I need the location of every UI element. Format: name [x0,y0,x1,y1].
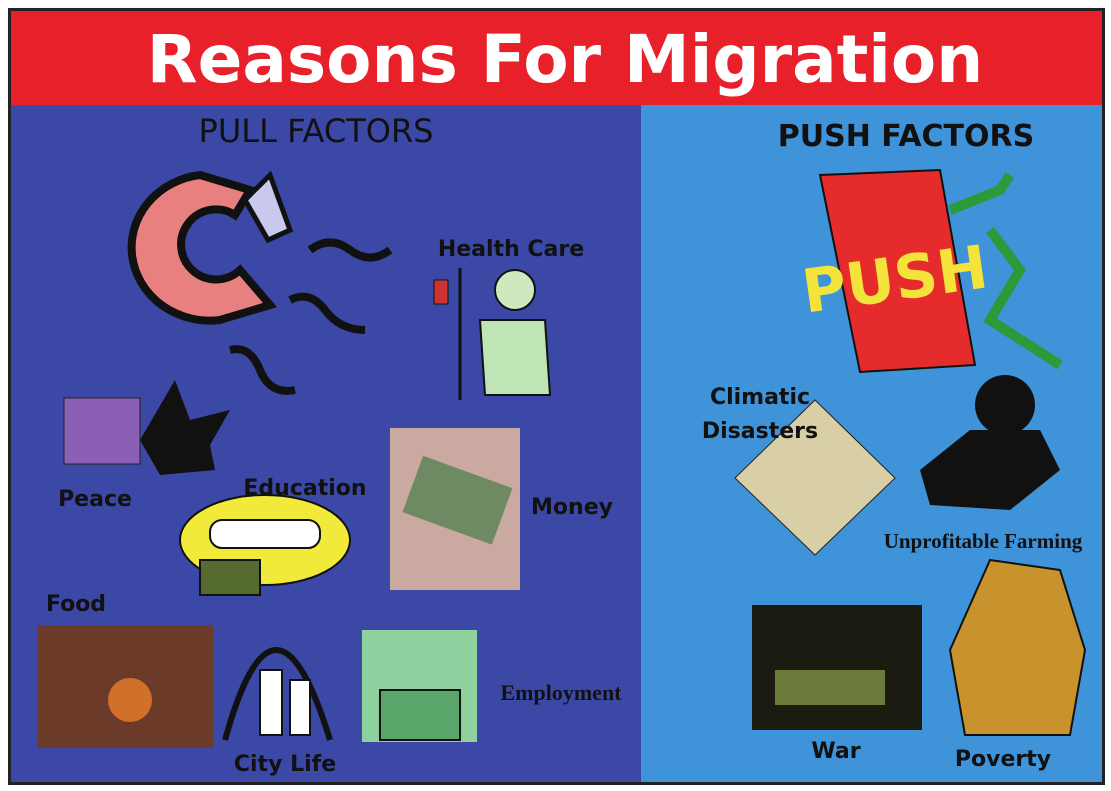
pull-label: City Life [234,752,336,777]
page: Reasons For Migration {"title": "Reasons… [0,0,1111,791]
pull-label: Employment [501,680,623,705]
push-label: War [811,739,860,764]
push-heading: PUSH FACTORS [778,119,1034,154]
pull-label: Health Care [438,237,584,262]
war-photo [752,605,922,730]
poster: Reasons For Migration PULL FACTORS PUSH … [0,0,1111,791]
push-label: Unprofitable Farming [884,529,1083,553]
pull-label: Money [531,495,613,520]
push-label: Climatic [710,385,810,410]
push-label: Disasters [702,419,818,444]
body: Reasons For Migration PULL FACTORS PUSH … [0,0,1111,791]
pull-label: Education [243,476,366,501]
title: Reasons For Migration [147,21,983,98]
pull-label: Food [46,592,106,617]
food-fruit [108,678,152,722]
pull-label: Peace [58,487,132,512]
war-tank [775,670,885,705]
factory-building [380,690,460,740]
push-label: Poverty [955,747,1051,772]
pull-heading: PULL FACTORS [199,112,434,150]
